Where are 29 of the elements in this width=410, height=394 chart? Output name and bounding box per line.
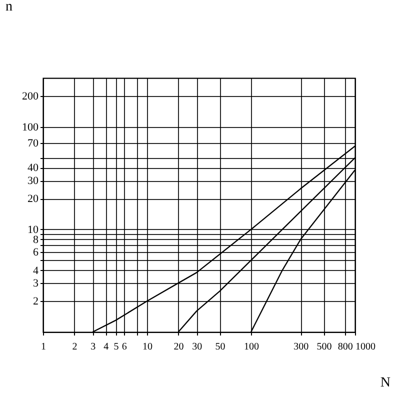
x-tick-label: 1000 (356, 342, 376, 352)
x-tick-label: 800 (338, 342, 353, 352)
x-tick-label: 10 (142, 342, 152, 352)
x-tick-label: 2 (72, 342, 78, 352)
x-tick-label: 30 (192, 342, 202, 352)
y-tick-label: 20 (28, 193, 39, 206)
x-tick-label: 20 (174, 342, 184, 352)
y-tick-label: 4 (33, 264, 39, 277)
y-tick-label: 30 (28, 175, 39, 188)
x-tick-label: 300 (294, 342, 309, 352)
x-tick-label: 500 (316, 342, 332, 352)
x-tick-label: 5 (114, 342, 119, 352)
y-tick-label: 8 (33, 234, 39, 246)
y-tick-label: 3 (33, 278, 39, 290)
x-tick-label: 1 (41, 342, 46, 352)
x-tick-label: 3 (90, 342, 96, 352)
y-tick-label: 10 (28, 224, 39, 236)
x-tick-label: 4 (104, 342, 109, 352)
y-tick-label: 70 (28, 137, 39, 150)
y-tick-label: 2 (33, 296, 38, 308)
y-tick-label: 100 (22, 121, 39, 134)
x-axis-title: N (380, 376, 390, 390)
x-tick-label: 6 (122, 342, 127, 352)
y-tick-label: 6 (33, 246, 39, 259)
x-tick-label: 50 (215, 342, 226, 352)
y-tick-label: 200 (22, 90, 39, 103)
y-tick-label: 40 (28, 162, 39, 174)
y-axis-title: n (6, 0, 12, 14)
x-tick-label: 100 (244, 342, 259, 352)
